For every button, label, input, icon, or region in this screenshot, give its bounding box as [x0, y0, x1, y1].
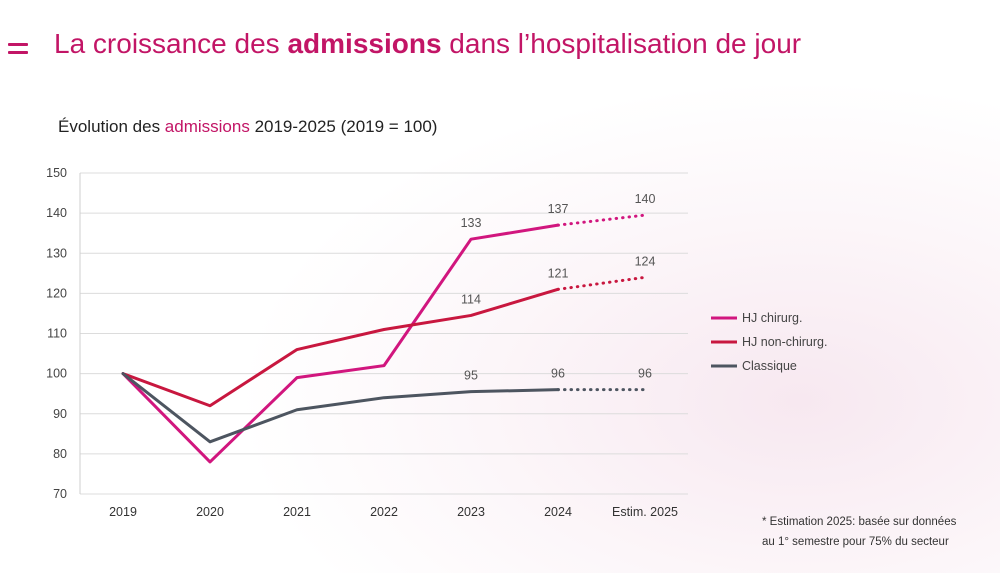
- data-label: 96: [638, 367, 652, 381]
- page-title: La croissance des admissions dans l’hosp…: [54, 28, 802, 59]
- data-label: 124: [635, 254, 656, 268]
- legend-label: HJ chirurg.: [742, 311, 802, 325]
- data-label: 140: [635, 192, 656, 206]
- series-estimate-line: [556, 213, 647, 227]
- data-label: 137: [548, 202, 569, 216]
- x-tick-label: 2019: [109, 505, 137, 519]
- x-tick-label: 2021: [283, 505, 311, 519]
- logo-icon: [8, 40, 28, 56]
- legend-label: Classique: [742, 359, 797, 373]
- data-label: 95: [464, 369, 478, 383]
- y-tick-label: 90: [53, 407, 67, 421]
- series-estimate-line: [556, 275, 647, 291]
- y-tick-label: 120: [46, 286, 67, 300]
- data-label: 121: [548, 266, 569, 280]
- series-line: [121, 223, 560, 464]
- data-label: 96: [551, 367, 565, 381]
- y-tick-label: 80: [53, 447, 67, 461]
- y-tick-label: 70: [53, 487, 67, 501]
- y-tick-label: 110: [47, 327, 67, 341]
- chart-title: Évolution des admissions 2019-2025 (2019…: [58, 117, 438, 136]
- y-tick-label: 100: [46, 367, 67, 381]
- data-label: 133: [461, 216, 482, 230]
- series-line: [121, 287, 560, 408]
- y-tick-label: 140: [46, 206, 67, 220]
- series-line: [121, 372, 560, 444]
- footnote: * Estimation 2025: basée sur données au …: [762, 516, 957, 548]
- x-tick-label: 2022: [370, 505, 398, 519]
- x-tick-label: 2020: [196, 505, 224, 519]
- y-tick-label: 150: [46, 166, 67, 180]
- data-label: 114: [461, 292, 481, 306]
- x-tick-label: Estim. 2025: [612, 505, 678, 519]
- y-tick-label: 130: [46, 246, 67, 260]
- x-tick-label: 2024: [544, 505, 572, 519]
- x-tick-label: 2023: [457, 505, 485, 519]
- legend-label: HJ non-chirurg.: [742, 335, 827, 349]
